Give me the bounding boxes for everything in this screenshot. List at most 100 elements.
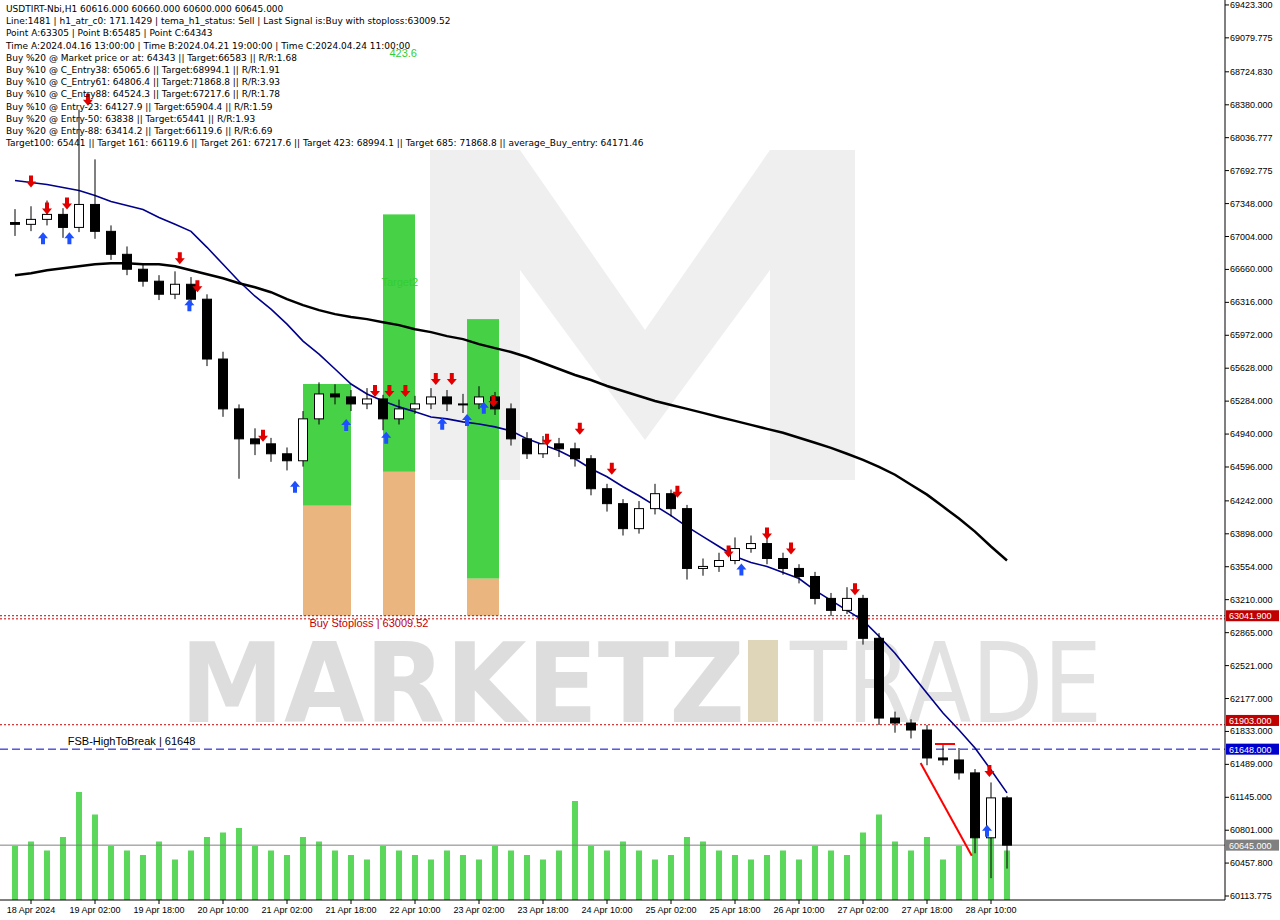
y-tick-label: 65284.000 (1230, 396, 1273, 406)
candle-body (171, 284, 180, 294)
volume-bar (476, 860, 482, 901)
x-tick-label: 27 Apr 02:00 (837, 905, 888, 915)
y-tick-label: 63210.000 (1230, 595, 1273, 605)
candle-body (923, 730, 932, 758)
y-tick-label: 68724.830 (1230, 67, 1273, 77)
volume-bar (732, 855, 738, 900)
y-tick-label: 64940.000 (1230, 429, 1273, 439)
price-label-box (1226, 840, 1279, 851)
y-tick (1225, 764, 1229, 765)
x-tick-label: 25 Apr 18:00 (709, 905, 760, 915)
candle-body (843, 598, 852, 610)
info-line: Buy %20 @ Entry-88: 63414.2 || Target:66… (6, 126, 273, 136)
candle-body (827, 598, 836, 610)
volume-bar (236, 828, 242, 900)
candle-body (571, 449, 580, 459)
candle-body (43, 214, 52, 219)
y-tick (1225, 269, 1229, 270)
info-line: Buy %10 @ Entry-23: 64127.9 || Target:65… (6, 102, 273, 112)
volume-bar (636, 851, 642, 901)
volume-bar (252, 846, 258, 900)
annotation: FSB-HighToBreak | 61648 (68, 735, 196, 747)
signal-arrow-buy (290, 481, 300, 493)
y-tick (1225, 599, 1229, 600)
candle-body (475, 397, 484, 404)
y-tick-label: 62177.000 (1230, 694, 1273, 704)
candle-body (91, 204, 100, 231)
volume-bar (332, 851, 338, 901)
x-tick-label: 21 Apr 02:00 (261, 905, 312, 915)
volume-bar (172, 860, 178, 901)
zone-orange (303, 506, 351, 616)
volume-bar (860, 833, 866, 901)
candle-body (747, 544, 756, 549)
candle-body (315, 394, 324, 419)
zone-green (467, 319, 499, 578)
volume-bar (540, 860, 546, 901)
volume-bar (620, 842, 626, 901)
info-line: Line:1481 | h1_atr_c0: 171.1429 | tema_h… (6, 16, 450, 26)
signal-arrow-sell (488, 395, 498, 407)
volume-bar (652, 860, 658, 901)
x-tick-label: 21 Apr 18:00 (325, 905, 376, 915)
y-tick-label: 65972.000 (1230, 330, 1273, 340)
x-axis-line (0, 900, 1225, 901)
price-line (0, 749, 1225, 750)
y-tick (1225, 434, 1229, 435)
candle-body (59, 214, 68, 227)
candle-body (411, 404, 420, 409)
y-axis-line (1225, 0, 1226, 900)
y-tick (1225, 632, 1229, 633)
signal-arrow-sell (762, 528, 772, 540)
y-tick-label: 61145.000 (1230, 792, 1272, 802)
candle-body (107, 231, 116, 254)
candle-body (459, 404, 468, 405)
candle-body (235, 409, 244, 439)
y-tick-label: 61833.000 (1230, 726, 1273, 736)
axis-panel (1225, 0, 1280, 920)
candle-body (555, 444, 564, 449)
candle-body (875, 638, 884, 718)
zone-orange (383, 472, 415, 616)
candle-body (955, 760, 964, 773)
x-tick-label: 25 Apr 02:00 (645, 905, 696, 915)
price-label-box (1226, 610, 1279, 621)
volume-bar (876, 815, 882, 901)
x-tick (543, 900, 544, 904)
candle-body (219, 359, 228, 409)
volume-bar (764, 855, 770, 900)
y-tick (1225, 401, 1229, 402)
x-tick-label: 27 Apr 18:00 (901, 905, 952, 915)
candle-body (939, 758, 948, 760)
x-tick-label: 23 Apr 02:00 (453, 905, 504, 915)
y-tick (1225, 731, 1229, 732)
volume-bar (796, 860, 802, 901)
signal-arrow-sell (370, 385, 380, 397)
info-line: Buy %20 @ Entry-50: 63838 || Target:6544… (6, 114, 255, 124)
volume-bar (844, 855, 850, 900)
volume-bar (284, 855, 290, 900)
moving-average (15, 181, 1007, 793)
volume-bar (156, 842, 162, 901)
candle-body (731, 549, 740, 561)
y-tick (1225, 335, 1229, 336)
x-tick (671, 900, 672, 904)
price-line (0, 724, 1225, 725)
y-tick (1225, 698, 1229, 699)
annotation: Target2 (381, 276, 418, 288)
y-tick (1225, 500, 1229, 501)
y-tick (1225, 71, 1229, 72)
candle-body (75, 204, 84, 227)
volume-bar (508, 851, 514, 901)
volume-bar (956, 846, 962, 900)
candle-body (779, 558, 788, 568)
y-tick (1225, 466, 1229, 467)
candle-body (507, 409, 516, 439)
volume-bar (940, 860, 946, 901)
candle-body (379, 399, 388, 419)
candle-body (811, 576, 820, 598)
info-line: Target100: 65441 || Target 161: 66119.6 … (5, 138, 644, 148)
signal-arrow-sell (850, 583, 860, 595)
volume-bar (220, 833, 226, 901)
y-tick (1225, 137, 1229, 138)
